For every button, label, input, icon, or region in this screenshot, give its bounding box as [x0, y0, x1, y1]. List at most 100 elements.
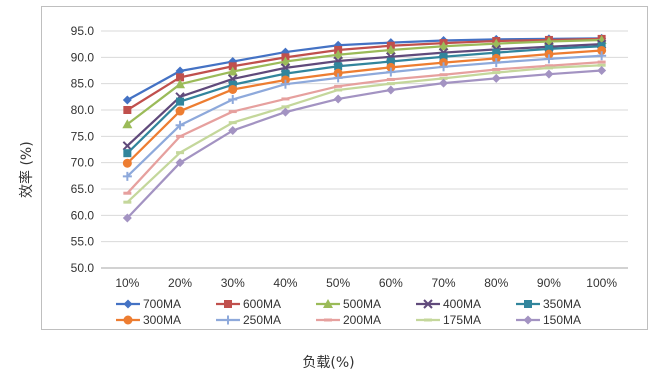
data-point — [228, 84, 238, 94]
x-axis-label: 负载(%) — [302, 355, 355, 371]
x-tick-label: 40% — [273, 276, 297, 290]
data-point — [175, 106, 185, 116]
data-point — [228, 121, 237, 125]
x-tick-label: 30% — [221, 276, 245, 290]
data-point — [597, 60, 606, 64]
legend-label: 300MA — [143, 313, 181, 327]
data-point — [439, 76, 448, 80]
data-point — [597, 45, 607, 55]
legend-item: 700MA — [116, 297, 181, 311]
data-point — [439, 62, 449, 72]
legend-marker — [523, 315, 533, 325]
y-tick-label: 50.0 — [71, 261, 95, 275]
data-point — [386, 85, 396, 95]
x-tick-labels: 10% 20% 30% 40% 50% 60% 70% 80% 90% 100% — [115, 276, 617, 290]
data-point — [492, 67, 501, 71]
legend-label: 500MA — [343, 297, 381, 311]
legend-item: 400MA — [416, 297, 481, 311]
data-point — [228, 80, 237, 89]
x-tick-label: 60% — [379, 276, 403, 290]
legend-item: 350MA — [516, 297, 581, 311]
gridlines — [101, 30, 628, 269]
x-tick-label: 100% — [586, 276, 617, 290]
data-point — [544, 64, 553, 68]
x-tick-label: 50% — [326, 276, 350, 290]
data-point — [280, 79, 290, 89]
legend-marker — [324, 318, 332, 322]
data-point — [386, 67, 396, 77]
y-tick-label: 85.0 — [71, 77, 95, 91]
data-point — [544, 69, 554, 79]
x-tick-label: 90% — [537, 276, 561, 290]
data-point — [597, 66, 607, 75]
legend-item: 200MA — [316, 313, 381, 327]
legend-marker — [424, 318, 432, 322]
series-line — [126, 38, 602, 126]
data-point — [122, 171, 132, 181]
data-point — [492, 71, 501, 75]
data-point — [280, 56, 291, 66]
series-250ma — [122, 51, 607, 181]
data-point — [386, 77, 395, 81]
legend-marker — [423, 299, 433, 309]
data-point — [491, 73, 501, 83]
series-500ma — [122, 34, 607, 129]
legend-label: 400MA — [443, 297, 481, 311]
data-point — [175, 158, 185, 168]
y-tick-labels: 95.0 90.0 85.0 80.0 75.0 70.0 65.0 60.0 55.0 50.0 — [71, 24, 95, 275]
legend: 700MA 600MA 500MA 400MA 350MA 300MA 250MA 200MA… — [116, 297, 581, 327]
data-point — [176, 73, 185, 82]
legend-label: 350MA — [543, 297, 581, 311]
data-point — [491, 38, 502, 48]
data-point — [544, 44, 553, 53]
data-point — [281, 69, 290, 78]
y-tick-label: 70.0 — [71, 156, 95, 170]
series-line — [126, 37, 602, 111]
data-point — [334, 62, 343, 71]
y-tick-label: 80.0 — [71, 103, 95, 117]
y-tick-label: 60.0 — [71, 208, 95, 222]
legend-item: 150MA — [516, 313, 581, 327]
series-line — [126, 43, 602, 147]
legend-marker — [123, 299, 133, 309]
legend-label: 200MA — [343, 313, 381, 327]
series-175ma — [123, 63, 606, 204]
data-point — [175, 66, 185, 76]
data-point — [122, 213, 132, 223]
data-point — [597, 63, 606, 67]
legend-label: 700MA — [143, 297, 181, 311]
y-tick-label: 95.0 — [71, 24, 95, 38]
series-line — [126, 37, 602, 101]
data-point — [122, 158, 132, 168]
data-point — [122, 119, 133, 129]
data-point — [544, 66, 553, 70]
y-axis-label: 效率 (%) — [19, 141, 35, 198]
legend-marker — [223, 315, 233, 325]
data-point — [122, 95, 132, 105]
legend-item: 250MA — [216, 313, 281, 327]
legend-marker — [323, 299, 333, 308]
data-point — [597, 51, 607, 61]
data-point — [544, 54, 554, 64]
data-point — [175, 79, 186, 89]
legend-item: 500MA — [316, 297, 381, 311]
data-point — [228, 110, 237, 114]
y-tick-label: 90.0 — [71, 50, 95, 64]
legend-label: 150MA — [543, 313, 581, 327]
x-tick-label: 10% — [115, 276, 139, 290]
data-point — [123, 106, 132, 114]
data-point — [439, 73, 448, 77]
data-point — [334, 84, 343, 88]
chart-frame — [41, 6, 648, 330]
legend-item: 175MA — [416, 313, 481, 327]
series-line — [126, 45, 602, 154]
data-point — [385, 44, 396, 54]
legend-label: 250MA — [243, 313, 281, 327]
data-point — [281, 97, 290, 101]
data-point — [123, 200, 132, 204]
data-point — [333, 68, 343, 78]
data-point — [491, 58, 501, 68]
series-line — [126, 64, 602, 203]
data-point — [333, 49, 344, 59]
